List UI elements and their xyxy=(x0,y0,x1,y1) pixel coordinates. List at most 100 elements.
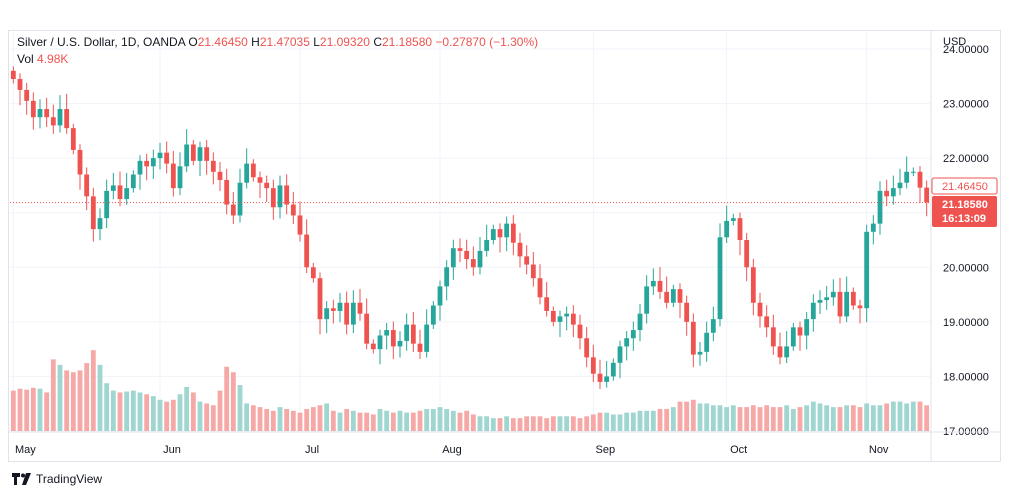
volume-bar xyxy=(344,408,350,431)
candle xyxy=(677,283,683,319)
candle xyxy=(177,152,183,196)
candle xyxy=(684,295,690,336)
volume-bar xyxy=(864,403,870,431)
high-value: 21.47035 xyxy=(259,35,310,49)
candle-body xyxy=(650,280,656,287)
volume-bar xyxy=(650,410,656,431)
tradingview-footer[interactable]: TradingView xyxy=(12,472,102,486)
volume-bar xyxy=(817,403,823,431)
volume-bar xyxy=(484,416,490,431)
volume-bar xyxy=(190,392,196,431)
candle-body xyxy=(177,166,183,189)
candle-body xyxy=(504,223,510,238)
volume-bar xyxy=(130,390,136,431)
candle-body xyxy=(610,362,616,377)
bar-countdown-label: 16:13:09 xyxy=(942,213,986,225)
candle xyxy=(170,151,176,197)
candle-body xyxy=(197,147,203,161)
volume-bar xyxy=(804,405,810,431)
candle-body xyxy=(264,182,270,189)
volume-label[interactable]: Vol xyxy=(17,52,34,66)
currency-label: USD xyxy=(943,36,966,48)
volume-bar xyxy=(24,389,30,431)
candle-body xyxy=(224,179,230,205)
candle-body xyxy=(210,160,216,172)
ohlc-legend: Silver / U.S. Dollar, 1D, OANDA O21.4645… xyxy=(17,35,538,49)
volume-bar xyxy=(610,414,616,431)
candle-body xyxy=(350,302,356,325)
candle-body xyxy=(30,100,36,118)
volume-bar xyxy=(837,407,843,431)
volume-bar xyxy=(790,408,796,431)
candle xyxy=(737,212,743,256)
volume-bar xyxy=(290,410,296,431)
candle-body xyxy=(790,327,796,347)
volume-bar xyxy=(50,359,56,431)
candle xyxy=(897,168,903,196)
volume-bar xyxy=(244,403,250,431)
volume-bar xyxy=(337,412,343,431)
candle xyxy=(304,219,310,274)
candle xyxy=(290,191,296,224)
candle-body xyxy=(324,308,330,320)
candle-body xyxy=(37,109,43,118)
volume-bar xyxy=(890,401,896,431)
volume-bar xyxy=(910,401,916,431)
x-tick-label: Aug xyxy=(442,444,462,456)
volume-bar xyxy=(764,405,770,431)
volume-bar xyxy=(557,416,563,431)
candle-body xyxy=(490,229,496,240)
candle-body xyxy=(530,264,536,279)
candle-body xyxy=(317,278,323,320)
candle-body xyxy=(684,302,690,322)
candle-body xyxy=(724,220,730,238)
volume-bar xyxy=(124,391,130,431)
time-axis[interactable]: May Jun Jul Aug Sep Oct Nov xyxy=(9,431,1000,456)
candle-body xyxy=(924,187,930,203)
candle xyxy=(244,148,250,189)
volume-bar xyxy=(310,407,316,431)
candle xyxy=(510,215,516,256)
candle xyxy=(904,156,910,189)
candle-body xyxy=(237,182,243,216)
candle xyxy=(297,201,303,242)
y-tick-label: 22.00000 xyxy=(943,153,989,165)
symbol-title[interactable]: Silver / U.S. Dollar, 1D, OANDA xyxy=(17,35,186,49)
price-axis[interactable]: 17.0000018.0000019.0000020.0000021.00000… xyxy=(930,31,989,461)
x-tick-label: May xyxy=(15,444,36,456)
candle xyxy=(830,279,836,306)
volume-bar xyxy=(684,401,690,431)
candle xyxy=(424,309,430,358)
candle-body xyxy=(370,343,376,350)
candle-body xyxy=(97,218,103,230)
candle xyxy=(577,314,583,350)
candle-body xyxy=(884,190,890,197)
candle-body xyxy=(890,188,896,197)
volume-bar xyxy=(210,405,216,431)
candle-body xyxy=(10,70,16,80)
low-label: L xyxy=(313,35,320,49)
volume-bar xyxy=(544,418,550,431)
candle-body xyxy=(24,89,30,101)
candle-body xyxy=(77,149,83,175)
volume-bar xyxy=(677,401,683,431)
candle-body xyxy=(137,160,143,175)
candle xyxy=(404,313,410,351)
volume-bar xyxy=(330,410,336,431)
volume-bar xyxy=(877,405,883,431)
candle xyxy=(124,172,130,205)
candle-body xyxy=(304,234,310,268)
candle-body xyxy=(604,376,610,382)
volume-bar xyxy=(397,410,403,431)
volume-bar xyxy=(844,405,850,431)
volume-bar xyxy=(357,412,363,431)
candle xyxy=(484,224,490,257)
candle xyxy=(884,179,890,207)
volume-bar xyxy=(217,390,223,431)
candle xyxy=(204,140,210,175)
candle xyxy=(724,205,730,244)
candle xyxy=(464,239,470,269)
candle xyxy=(764,305,770,338)
volume-bar xyxy=(744,407,750,431)
